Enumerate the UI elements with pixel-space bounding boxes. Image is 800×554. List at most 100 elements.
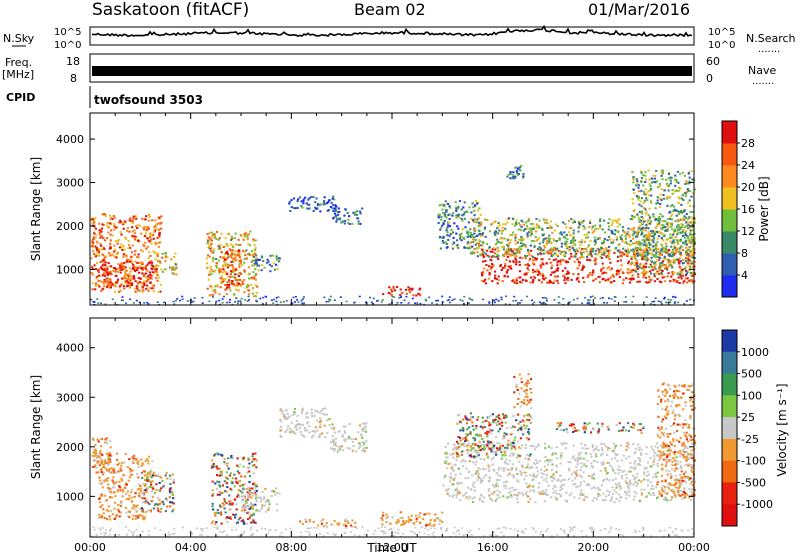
range-gate-cell [677,478,680,481]
range-gate-cell [218,237,221,240]
range-gate-cell [522,243,525,246]
range-gate-cell [616,219,619,222]
range-gate-cell [639,252,642,255]
range-gate-cell [691,273,694,276]
range-gate-cell [647,231,650,234]
range-gate-cell [626,250,630,253]
range-gate-cell [601,272,604,275]
range-gate-cell [649,252,652,255]
range-gate-cell [663,296,666,299]
range-gate-cell [141,267,144,270]
range-gate-cell [692,210,695,213]
range-gate-cell [497,275,500,278]
range-gate-cell [637,231,640,234]
range-gate-cell [627,227,630,230]
range-gate-cell [104,261,107,264]
range-gate-cell [100,227,104,230]
range-gate-cell [639,247,642,250]
range-gate-cell [631,242,634,245]
range-gate-cell [628,234,631,237]
range-gate-cell [116,240,119,242]
range-gate-cell [683,242,686,245]
range-gate-cell [643,234,646,237]
range-gate-cell [516,250,519,253]
range-gate-cell [553,252,556,255]
range-gate-cell [106,268,109,271]
range-gate-cell [492,484,495,487]
range-gate-cell [254,452,257,455]
range-gate-cell [580,476,583,478]
range-gate-cell [654,174,657,177]
range-gate-cell [660,232,663,235]
range-gate-cell [94,449,97,452]
range-gate-cell [660,301,662,303]
range-gate-cell [92,245,95,248]
range-gate-cell [226,263,229,266]
range-gate-cell [130,284,134,286]
range-gate-cell [122,245,125,248]
range-gate-cell [647,227,650,230]
range-gate-cell [125,282,128,285]
range-gate-cell [446,226,449,229]
range-gate-cell [106,437,109,440]
range-gate-cell [455,207,458,210]
range-gate-cell [271,254,274,257]
range-gate-cell [245,522,248,525]
range-gate-cell [662,260,665,263]
range-gate-cell [109,440,112,443]
range-gate-cell [138,492,141,495]
range-gate-cell [251,487,254,490]
range-gate-cell [126,229,129,232]
range-gate-cell [635,252,638,255]
range-gate-cell [226,283,229,286]
range-gate-cell [591,295,594,298]
range-gate-cell [637,273,640,276]
range-gate-cell [363,442,366,445]
range-gate-cell [666,204,669,207]
range-gate-cell [361,449,364,451]
range-gate-cell [344,518,347,521]
range-gate-cell [136,504,139,507]
range-gate-cell [326,209,329,212]
range-gate-cell [588,273,591,276]
range-gate-cell [266,258,269,261]
range-gate-cell [248,506,251,508]
range-gate-cell [625,277,628,280]
range-gate-cell [91,288,94,291]
range-gate-cell [609,261,612,264]
range-gate-cell [105,477,108,480]
range-gate-cell [448,296,451,298]
range-gate-cell [141,262,144,265]
range-gate-cell [564,499,567,502]
range-gate-cell [642,202,645,204]
range-gate-cell [226,285,229,288]
range-gate-cell [676,219,679,221]
range-gate-cell [470,217,473,220]
range-gate-cell [112,476,115,479]
range-gate-cell [572,237,575,240]
range-gate-cell [522,223,526,226]
range-gate-cell [527,220,530,223]
range-gate-cell [593,230,596,233]
range-gate-cell [679,253,682,256]
range-gate-cell [243,269,246,272]
range-gate-cell [678,247,681,250]
range-gate-cell [659,203,662,206]
range-gate-cell [503,266,506,269]
range-gate-cell [113,482,116,485]
range-gate-cell [557,301,560,304]
range-gate-cell [223,490,227,493]
range-gate-cell [519,248,523,251]
range-gate-cell [479,477,482,480]
range-gate-cell [502,245,506,248]
range-gate-cell [497,226,500,229]
range-gate-cell [631,234,634,237]
range-gate-cell [172,300,175,303]
range-gate-cell [311,430,314,432]
range-gate-cell [671,464,674,467]
range-gate-cell [99,501,102,504]
range-gate-cell [218,474,221,477]
range-gate-cell [132,302,135,304]
range-gate-cell [433,523,436,526]
range-gate-cell [325,202,328,205]
